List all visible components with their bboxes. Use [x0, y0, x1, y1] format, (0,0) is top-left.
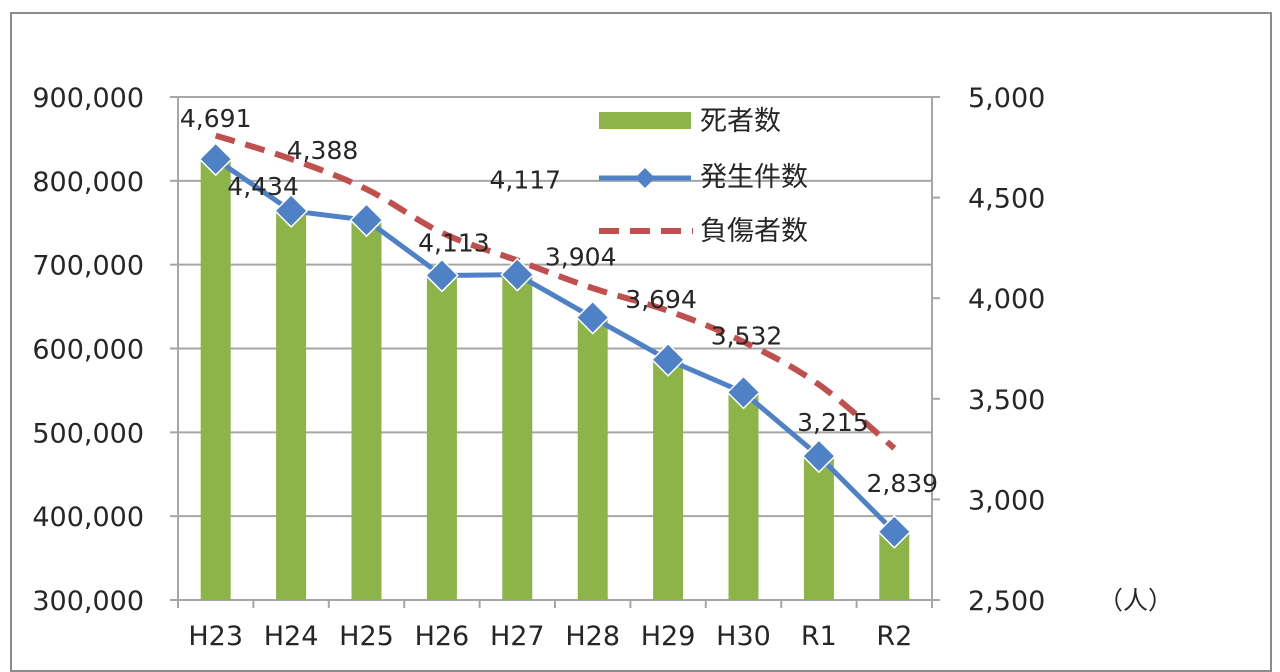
x-tick-label: H23: [188, 621, 243, 652]
right-tick-label: 4,000: [968, 284, 1045, 315]
data-label: 3,904: [545, 243, 617, 272]
data-label: 4,388: [287, 136, 359, 165]
left-tick-label: 300,000: [32, 586, 144, 617]
x-tick-label: H24: [264, 621, 319, 652]
left-tick-label: 600,000: [32, 335, 144, 366]
right-tick-label: 3,500: [968, 385, 1045, 416]
x-tick-label: H29: [641, 621, 696, 652]
data-label: 3,694: [625, 285, 697, 314]
right-tick-label: 2,500: [968, 586, 1045, 617]
right-tick-label: 4,500: [968, 184, 1045, 215]
bar: [200, 159, 231, 600]
data-label: 3,532: [711, 321, 783, 350]
unit-label: （人）: [1098, 586, 1173, 615]
right-tick-label: 5,000: [968, 83, 1045, 114]
x-tick-label: H25: [339, 621, 394, 652]
data-label: 4,434: [227, 172, 299, 201]
bar: [502, 273, 533, 600]
diamond-marker: [651, 342, 686, 377]
data-label: 4,117: [490, 166, 562, 195]
line-series: [214, 157, 897, 534]
left-tick-label: 500,000: [32, 418, 144, 449]
bar: [728, 391, 759, 600]
dashed-series-line: [214, 132, 897, 451]
data-label: 3,215: [797, 408, 869, 437]
legend-label: 死者数: [700, 106, 781, 137]
bar: [351, 219, 382, 600]
data-label: 2,839: [867, 469, 939, 498]
left-tick-label: 800,000: [32, 167, 144, 198]
bar: [426, 275, 457, 600]
left-tick-label: 700,000: [32, 251, 144, 282]
legend-label: 負傷者数: [700, 216, 808, 247]
x-tick-label: H26: [415, 621, 470, 652]
diamond-marker: [198, 142, 233, 177]
x-tick-label: H27: [490, 621, 545, 652]
legend-label: 発生件数: [700, 162, 808, 193]
x-tick-label: R1: [801, 621, 837, 652]
bar: [803, 455, 834, 600]
x-tick-label: H28: [565, 621, 620, 652]
data-label: 4,691: [180, 104, 252, 133]
bar: [577, 318, 608, 600]
diamond-marker: [349, 203, 384, 238]
bar: [653, 359, 684, 600]
diamond-marker: [575, 300, 610, 335]
x-tick-label: H30: [716, 621, 771, 652]
left-tick-label: 400,000: [32, 502, 144, 533]
left-tick-label: 900,000: [32, 83, 144, 114]
diamond-marker: [877, 514, 912, 549]
right-tick-label: 3,000: [968, 485, 1045, 516]
legend-swatch-bar: [599, 112, 691, 129]
diamond-marker: [726, 375, 761, 410]
diamond-marker: [274, 193, 309, 228]
diamond-marker: [801, 439, 836, 474]
data-label: 4,113: [418, 228, 490, 257]
bar: [276, 210, 307, 601]
legend-swatch-marker: [635, 168, 655, 188]
diamond-marker: [500, 257, 535, 292]
diamond-marker: [424, 258, 459, 293]
x-tick-label: R2: [876, 621, 912, 652]
